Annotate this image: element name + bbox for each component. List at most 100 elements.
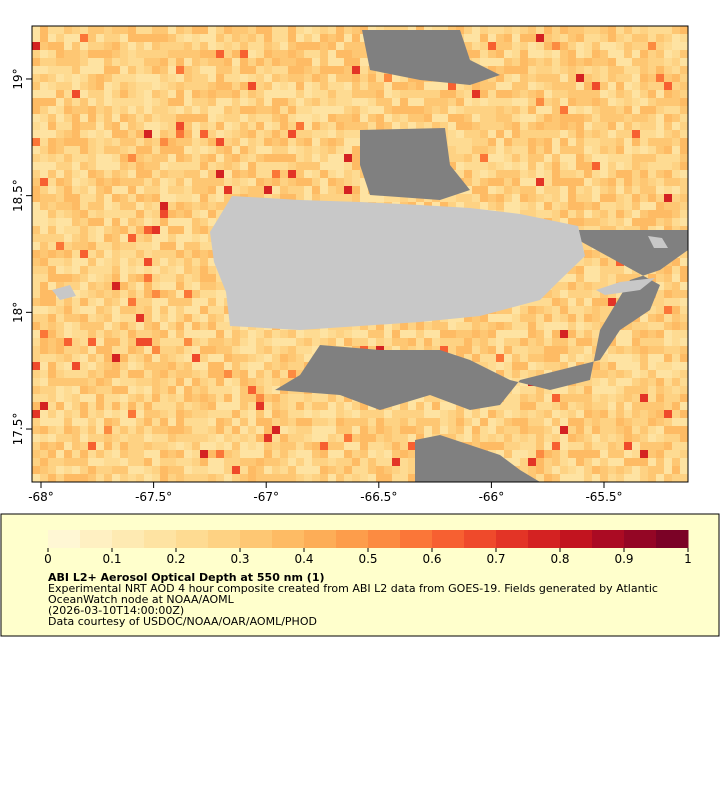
aod-cell [168, 186, 176, 194]
aod-cell [600, 258, 608, 266]
aod-cell [424, 394, 432, 402]
aod-cell [48, 194, 56, 202]
aod-cell [520, 410, 528, 418]
aod-cell [224, 330, 232, 338]
aod-cell [240, 42, 248, 50]
aod-cell [488, 202, 496, 210]
colorbar-tick-label: 0.6 [422, 552, 441, 566]
aod-cell [152, 50, 160, 58]
aod-cell [584, 130, 592, 138]
aod-cell [568, 154, 576, 162]
aod-cell [144, 194, 152, 202]
aod-cell [168, 370, 176, 378]
aod-cell [64, 210, 72, 218]
aod-cell [592, 258, 600, 266]
aod-cell [176, 434, 184, 442]
aod-cell [104, 122, 112, 130]
aod-cell [384, 82, 392, 90]
aod-cell [680, 106, 688, 114]
aod-cell [448, 82, 456, 90]
aod-cell [528, 322, 536, 330]
aod-cell [576, 346, 584, 354]
aod-cell [232, 66, 240, 74]
nodata-area [362, 30, 500, 85]
aod-cell [56, 330, 64, 338]
aod-cell [296, 402, 304, 410]
aod-cell [488, 138, 496, 146]
aod-cell [160, 386, 168, 394]
aod-cell [440, 322, 448, 330]
aod-cell [440, 330, 448, 338]
aod-cell [112, 130, 120, 138]
aod-cell [296, 178, 304, 186]
aod-cell [512, 434, 520, 442]
aod-cell [448, 114, 456, 122]
aod-cell [664, 402, 672, 410]
aod-cell [616, 138, 624, 146]
aod-cell [464, 98, 472, 106]
aod-cell [344, 34, 352, 42]
aod-cell [456, 154, 464, 162]
aod-cell [512, 114, 520, 122]
aod-cell [640, 130, 648, 138]
aod-cell [168, 130, 176, 138]
aod-cell [552, 130, 560, 138]
aod-cell [640, 474, 648, 482]
aod-cell [568, 210, 576, 218]
aod-cell [32, 450, 40, 458]
aod-cell [144, 418, 152, 426]
aod-cell [656, 170, 664, 178]
aod-cell [208, 50, 216, 58]
aod-cell [104, 178, 112, 186]
aod-cell [120, 314, 128, 322]
aod-cell [200, 170, 208, 178]
aod-cell [48, 42, 56, 50]
aod-cell [200, 442, 208, 450]
aod-cell [72, 370, 80, 378]
aod-cell [80, 98, 88, 106]
aod-cell [528, 418, 536, 426]
aod-cell [64, 402, 72, 410]
aod-cell [432, 82, 440, 90]
aod-cell [224, 394, 232, 402]
aod-cell [376, 194, 384, 202]
aod-cell [560, 394, 568, 402]
aod-cell [64, 234, 72, 242]
aod-cell [568, 130, 576, 138]
aod-cell [560, 282, 568, 290]
aod-cell [192, 346, 200, 354]
aod-cell [576, 66, 584, 74]
aod-cell [176, 450, 184, 458]
aod-cell [176, 402, 184, 410]
aod-cell [552, 194, 560, 202]
aod-cell [560, 178, 568, 186]
aod-cell [288, 418, 296, 426]
aod-cell [320, 130, 328, 138]
aod-cell [680, 402, 688, 410]
aod-cell [88, 466, 96, 474]
aod-cell [544, 34, 552, 42]
aod-cell [112, 346, 120, 354]
aod-cell [304, 106, 312, 114]
aod-cell [296, 154, 304, 162]
aod-cell [192, 58, 200, 66]
aod-cell [32, 242, 40, 250]
aod-cell [120, 90, 128, 98]
aod-cell [72, 458, 80, 466]
aod-cell [424, 114, 432, 122]
aod-cell [80, 458, 88, 466]
aod-cell [480, 146, 488, 154]
aod-cell [144, 130, 152, 138]
aod-cell [152, 74, 160, 82]
aod-cell [48, 138, 56, 146]
aod-cell [176, 274, 184, 282]
aod-cell [560, 130, 568, 138]
aod-cell [232, 442, 240, 450]
aod-cell [312, 162, 320, 170]
aod-cell [360, 82, 368, 90]
aod-cell [272, 170, 280, 178]
aod-cell [608, 378, 616, 386]
aod-cell [224, 402, 232, 410]
aod-cell [224, 474, 232, 482]
aod-cell [176, 250, 184, 258]
